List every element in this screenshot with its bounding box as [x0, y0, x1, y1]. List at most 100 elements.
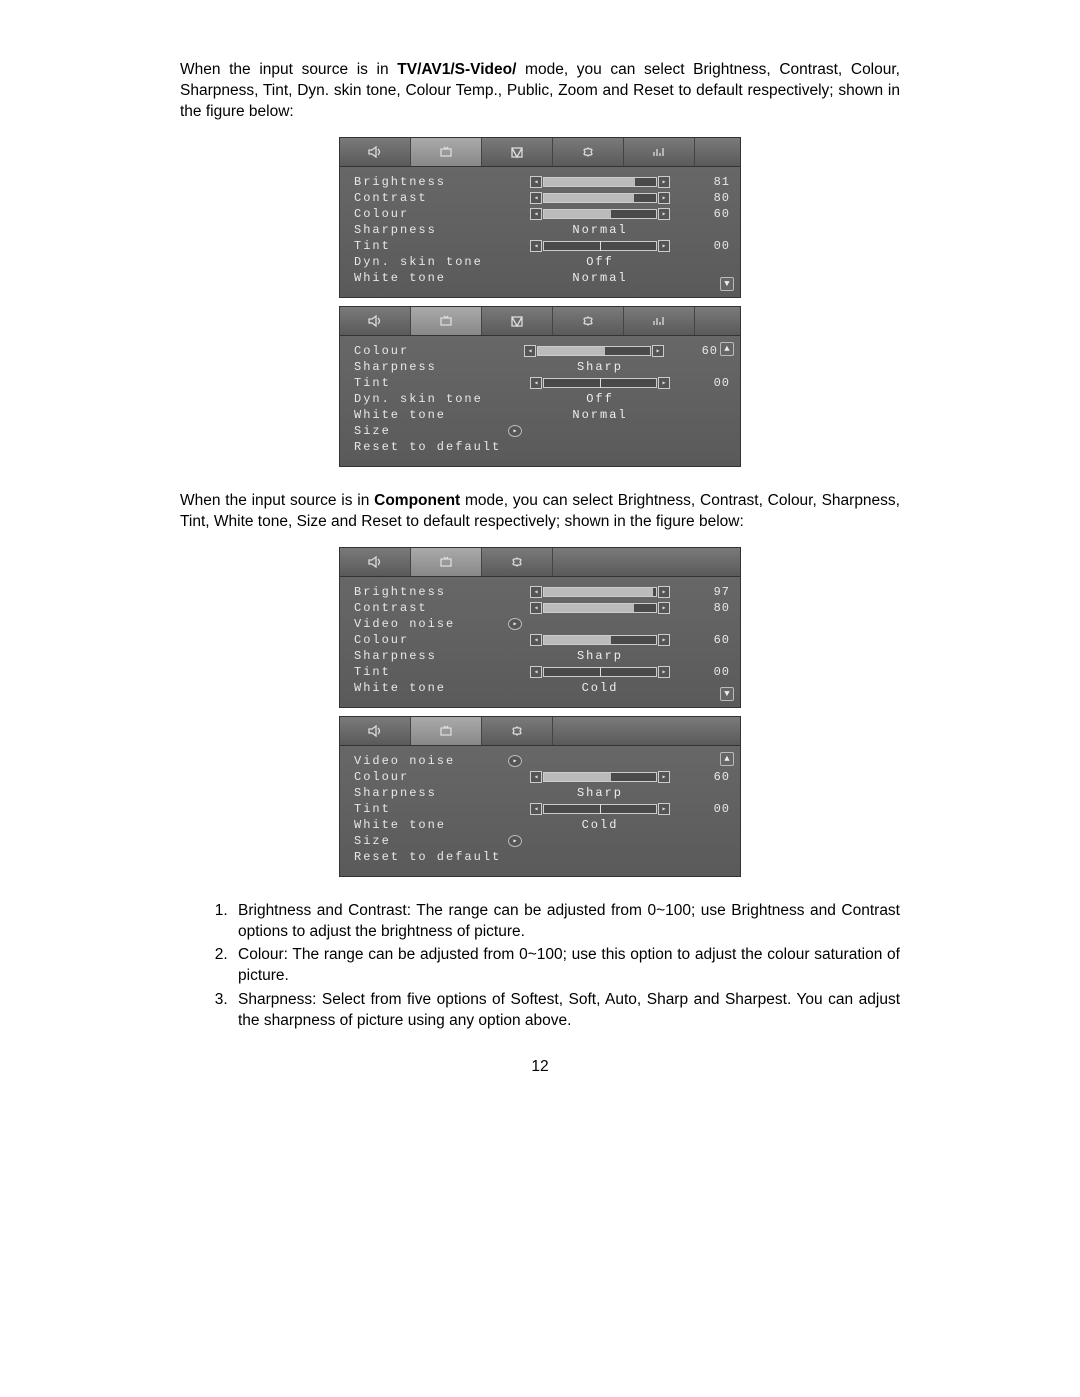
- slider-incr-icon[interactable]: ▸: [658, 208, 670, 220]
- osd-text-value[interactable]: Sharp: [504, 649, 696, 663]
- osd-text-value[interactable]: Cold: [504, 818, 696, 832]
- osd-tab-tv[interactable]: [411, 717, 482, 745]
- slider-track[interactable]: [543, 587, 657, 597]
- osd-text-value[interactable]: Sharp: [504, 786, 696, 800]
- osd-slider[interactable]: ◂▸: [504, 176, 696, 188]
- osd-slider[interactable]: ◂▸: [504, 586, 696, 598]
- osd-slider[interactable]: ◂▸: [504, 377, 696, 389]
- osd-slider[interactable]: ◂▸: [504, 666, 696, 678]
- osd-tab-tv[interactable]: [411, 307, 482, 335]
- osd-text-value[interactable]: Normal: [504, 271, 696, 285]
- slider-decr-icon[interactable]: ◂: [530, 208, 542, 220]
- scroll-down-icon[interactable]: ▼: [720, 277, 734, 291]
- slider-track[interactable]: [543, 177, 657, 187]
- osd-slider[interactable]: ◂▸: [504, 634, 696, 646]
- slider-incr-icon[interactable]: ▸: [658, 803, 670, 815]
- osd-setting-label: Tint: [354, 376, 504, 390]
- scroll-up-icon[interactable]: ▲: [720, 752, 734, 766]
- osd-tab-speaker[interactable]: [340, 548, 411, 576]
- osd-tab-speaker[interactable]: [340, 138, 411, 166]
- osd-text-value[interactable]: Cold: [504, 681, 696, 695]
- slider-incr-icon[interactable]: ▸: [658, 192, 670, 204]
- osd-tab-speaker[interactable]: [340, 307, 411, 335]
- slider-decr-icon[interactable]: ◂: [530, 192, 542, 204]
- osd-slider[interactable]: ◂▸: [504, 771, 696, 783]
- osd-setting-label: Brightness: [354, 175, 504, 189]
- slider-incr-icon[interactable]: ▸: [658, 176, 670, 188]
- osd-tab-picture[interactable]: [482, 307, 553, 335]
- slider-track[interactable]: [543, 209, 657, 219]
- osd-slider[interactable]: ◂▸: [504, 602, 696, 614]
- enter-icon[interactable]: ▸: [508, 755, 522, 767]
- scroll-up-icon[interactable]: ▲: [720, 342, 734, 356]
- osd-text-value[interactable]: Normal: [504, 408, 696, 422]
- osd-tab-gears[interactable]: [482, 717, 553, 745]
- slider-incr-icon[interactable]: ▸: [658, 377, 670, 389]
- osd-panel-3: Brightness◂▸97Contrast◂▸80Video noise▸Co…: [339, 547, 741, 708]
- osd-tab-spacer: [695, 307, 740, 335]
- slider-track[interactable]: [543, 635, 657, 645]
- osd-row: Size▸: [354, 834, 730, 849]
- slider-decr-icon[interactable]: ◂: [530, 176, 542, 188]
- osd-text-value[interactable]: Off: [504, 255, 696, 269]
- osd-tab-spacer: [695, 138, 740, 166]
- slider-decr-icon[interactable]: ◂: [530, 602, 542, 614]
- slider-decr-icon[interactable]: ◂: [530, 634, 542, 646]
- osd-tab-gears[interactable]: [553, 307, 624, 335]
- slider-incr-icon[interactable]: ▸: [658, 602, 670, 614]
- osd-setting-label: Contrast: [354, 601, 504, 615]
- slider-track[interactable]: [543, 804, 657, 814]
- slider-incr-icon[interactable]: ▸: [658, 771, 670, 783]
- scroll-down-icon[interactable]: ▼: [720, 687, 734, 701]
- osd-enter[interactable]: ▸: [504, 835, 696, 847]
- osd-row: Dyn. skin toneOff: [354, 392, 730, 407]
- osd-row: SharpnessSharp: [354, 786, 730, 801]
- osd-text-value[interactable]: Sharp: [504, 360, 696, 374]
- osd-tab-picture[interactable]: [482, 138, 553, 166]
- slider-decr-icon[interactable]: ◂: [524, 345, 536, 357]
- osd-tab-tv[interactable]: [411, 138, 482, 166]
- osd-tab-gears[interactable]: [553, 138, 624, 166]
- slider-track[interactable]: [543, 603, 657, 613]
- osd-tab-eq[interactable]: [624, 138, 695, 166]
- slider-incr-icon[interactable]: ▸: [652, 345, 664, 357]
- slider-incr-icon[interactable]: ▸: [658, 666, 670, 678]
- slider-track[interactable]: [543, 667, 657, 677]
- osd-tab-speaker[interactable]: [340, 717, 411, 745]
- osd-slider[interactable]: ◂▸: [504, 803, 696, 815]
- slider-decr-icon[interactable]: ◂: [530, 666, 542, 678]
- slider-decr-icon[interactable]: ◂: [530, 771, 542, 783]
- osd-slider[interactable]: ◂▸: [504, 192, 696, 204]
- slider-incr-icon[interactable]: ▸: [658, 586, 670, 598]
- slider-decr-icon[interactable]: ◂: [530, 586, 542, 598]
- osd-slider[interactable]: ◂▸: [504, 208, 696, 220]
- osd-slider[interactable]: ◂▸: [504, 345, 684, 357]
- slider-track[interactable]: [537, 346, 651, 356]
- osd-row: Contrast◂▸80: [354, 191, 730, 206]
- p2-bold: Component: [374, 492, 460, 509]
- slider-track[interactable]: [543, 193, 657, 203]
- enter-icon[interactable]: ▸: [508, 425, 522, 437]
- slider-track[interactable]: [543, 241, 657, 251]
- osd-tab-eq[interactable]: [624, 307, 695, 335]
- enter-icon[interactable]: ▸: [508, 618, 522, 630]
- osd-enter[interactable]: ▸: [504, 425, 696, 437]
- osd-row: Brightness◂▸97: [354, 585, 730, 600]
- osd-tab-tv[interactable]: [411, 548, 482, 576]
- enter-icon[interactable]: ▸: [508, 835, 522, 847]
- osd-row: Reset to default: [354, 440, 730, 455]
- slider-track[interactable]: [543, 378, 657, 388]
- osd-enter[interactable]: ▸: [504, 755, 696, 767]
- slider-decr-icon[interactable]: ◂: [530, 240, 542, 252]
- osd-tab-gears[interactable]: [482, 548, 553, 576]
- slider-incr-icon[interactable]: ▸: [658, 240, 670, 252]
- slider-track[interactable]: [543, 772, 657, 782]
- osd-slider[interactable]: ◂▸: [504, 240, 696, 252]
- slider-incr-icon[interactable]: ▸: [658, 634, 670, 646]
- osd-text-value[interactable]: Off: [504, 392, 696, 406]
- slider-decr-icon[interactable]: ◂: [530, 377, 542, 389]
- slider-decr-icon[interactable]: ◂: [530, 803, 542, 815]
- osd-enter[interactable]: ▸: [504, 618, 696, 630]
- osd-text-value[interactable]: Normal: [504, 223, 696, 237]
- osd-panel-4: ▲Video noise▸Colour◂▸60SharpnessSharpTin…: [339, 716, 741, 877]
